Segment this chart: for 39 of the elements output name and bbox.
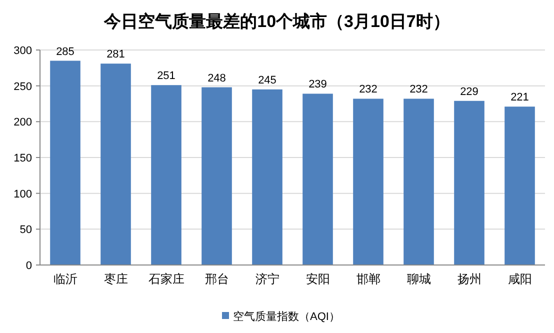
x-tick-label: 石家庄 <box>148 272 184 286</box>
bar <box>404 98 434 265</box>
data-label: 239 <box>308 78 327 91</box>
x-tick-label: 枣庄 <box>104 272 128 286</box>
y-tick-label: 300 <box>14 45 32 57</box>
bar <box>151 85 182 265</box>
y-tick-label: 0 <box>26 260 32 272</box>
y-tick-label: 100 <box>14 188 32 200</box>
y-tick-label: 250 <box>14 80 32 93</box>
x-tick-label: 邢台 <box>204 272 229 286</box>
data-label: 245 <box>258 74 276 86</box>
data-label: 221 <box>510 92 529 104</box>
bar <box>252 89 282 265</box>
data-label: 232 <box>410 84 428 96</box>
x-tick-label: 咸阳 <box>508 272 532 286</box>
bar <box>50 60 80 265</box>
bar <box>100 64 131 265</box>
data-label: 248 <box>208 72 226 84</box>
bar <box>454 100 484 265</box>
bar <box>353 98 384 265</box>
data-label: 281 <box>106 48 125 61</box>
x-tick-label: 扬州 <box>457 272 482 286</box>
bar <box>504 106 535 265</box>
data-label: 232 <box>359 84 378 96</box>
bar <box>202 87 232 265</box>
legend-label: 空气质量指数（AQI） <box>233 310 340 323</box>
x-tick-label: 安阳 <box>306 272 330 286</box>
x-tick-label: 济宁 <box>255 272 280 286</box>
x-tick-label: 聊城 <box>406 272 431 286</box>
y-tick-label: 200 <box>14 116 32 129</box>
data-label: 229 <box>460 86 478 98</box>
y-tick-label: 150 <box>14 152 32 164</box>
data-label: 285 <box>56 46 74 58</box>
chart-title: 今日空气质量最差的10个城市（3月10日7时） <box>103 12 450 31</box>
bar <box>302 94 333 265</box>
x-tick-label: 临沂 <box>53 272 78 286</box>
x-tick-label: 邯郸 <box>356 272 380 286</box>
data-label: 251 <box>157 70 176 82</box>
y-tick-label: 50 <box>20 224 32 236</box>
